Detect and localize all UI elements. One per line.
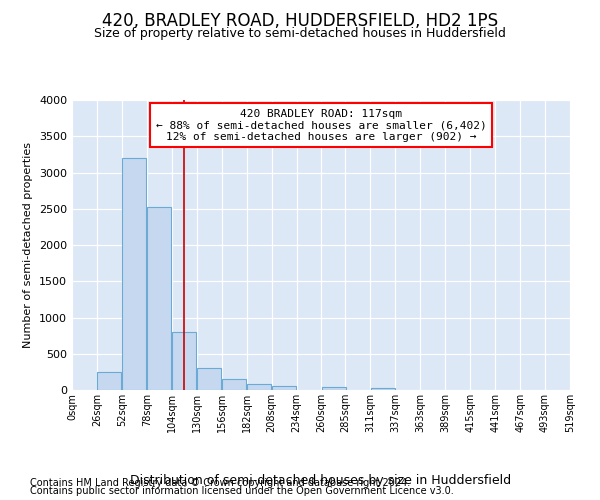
Bar (172, 332, 196, 390)
Bar (222, 379, 246, 390)
Bar (272, 386, 296, 390)
Text: Size of property relative to semi-detached houses in Huddersfield: Size of property relative to semi-detach… (94, 28, 506, 40)
Bar (371, 388, 395, 390)
Text: Contains public sector information licensed under the Open Government Licence v3: Contains public sector information licen… (30, 486, 454, 496)
Bar (122, 158, 146, 390)
Text: 420, BRADLEY ROAD, HUDDERSFIELD, HD2 1PS: 420, BRADLEY ROAD, HUDDERSFIELD, HD2 1PS (102, 12, 498, 30)
Text: Contains HM Land Registry data © Crown copyright and database right 2024.: Contains HM Land Registry data © Crown c… (30, 478, 410, 488)
Bar (247, 384, 271, 390)
X-axis label: Distribution of semi-detached houses by size in Huddersfield: Distribution of semi-detached houses by … (130, 474, 512, 487)
Bar (97, 372, 121, 390)
Text: 420 BRADLEY ROAD: 117sqm
← 88% of semi-detached houses are smaller (6,402)
12% o: 420 BRADLEY ROAD: 117sqm ← 88% of semi-d… (155, 108, 487, 142)
Bar (197, 368, 221, 390)
Bar (322, 388, 346, 390)
Y-axis label: Number of semi-detached properties: Number of semi-detached properties (23, 142, 34, 348)
Bar (148, 206, 172, 390)
